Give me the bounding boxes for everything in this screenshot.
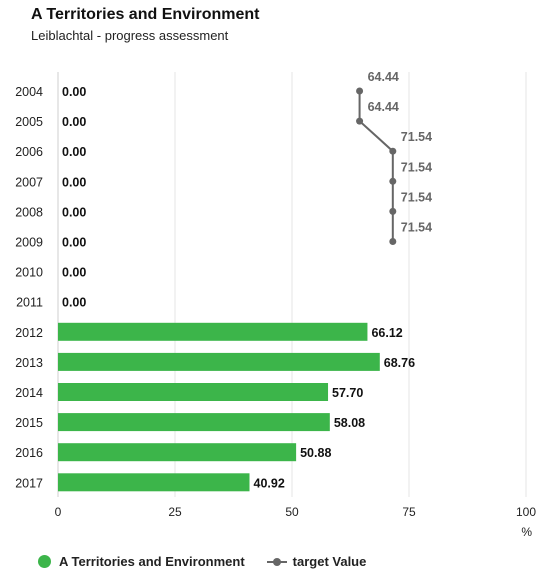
target-value-label: 64.44 — [368, 100, 399, 114]
y-tick-label: 2006 — [15, 145, 43, 159]
target-point — [356, 87, 364, 95]
bar-value-label: 0.00 — [62, 175, 86, 189]
target-point — [356, 117, 364, 125]
bar — [58, 383, 329, 401]
chart-title: A Territories and Environment — [31, 6, 260, 23]
target-point — [389, 238, 397, 245]
legend: A Territories and Environment target Val… — [38, 554, 388, 569]
legend-swatch-target — [266, 555, 287, 568]
y-tick-label: 2016 — [15, 446, 43, 460]
bar-value-label: 0.00 — [62, 115, 86, 129]
x-tick-label: 50 — [285, 505, 299, 519]
bar-value-label: 0.00 — [62, 205, 86, 219]
legend-label-bars: A Territories and Environment — [59, 554, 245, 569]
bar — [58, 473, 250, 492]
bar-value-label: 40.92 — [254, 476, 285, 490]
target-value-label: 71.54 — [401, 160, 432, 174]
bar-value-label: 68.76 — [384, 356, 415, 370]
bar — [58, 322, 368, 341]
legend-label-target: target Value — [292, 554, 367, 569]
y-tick-label: 2014 — [15, 386, 43, 400]
y-tick-label: 2011 — [16, 296, 43, 310]
y-tick-label: 2012 — [15, 326, 43, 340]
x-tick-label: 100 — [516, 505, 536, 519]
bar-chart: 0 25 50 75 100% 2004 0.00 2005 0.00 2006 0.00 2007 0… — [15, 70, 536, 539]
y-tick-label: 2008 — [15, 205, 43, 219]
y-tick-label: 2007 — [15, 175, 43, 189]
chart-subtitle: Leiblachtal - progress assessment — [31, 28, 229, 43]
target-value-label: 71.54 — [401, 130, 432, 144]
y-tick-label: 2013 — [15, 356, 43, 370]
bar-value-label: 0.00 — [62, 266, 86, 280]
x-tick-label: 0 — [55, 505, 62, 519]
bar-value-label: 66.12 — [371, 326, 402, 340]
target-value-label: 64.44 — [368, 70, 399, 84]
y-tick-label: 2017 — [15, 476, 43, 490]
bar — [58, 413, 330, 432]
bar-value-label: 0.00 — [62, 85, 86, 99]
target-point — [389, 207, 397, 215]
x-axis-unit: % — [521, 525, 532, 539]
y-tick-label: 2009 — [15, 236, 43, 250]
target-point — [389, 177, 397, 185]
target-point — [389, 147, 397, 155]
bar-value-label: 58.08 — [334, 416, 365, 430]
bar-value-label: 0.00 — [62, 236, 86, 250]
bar — [58, 443, 297, 462]
legend-item-bars[interactable]: A Territories and Environment — [38, 554, 245, 569]
legend-item-target[interactable]: target Value — [266, 554, 367, 569]
y-tick-label: 2010 — [15, 266, 43, 280]
y-tick-label: 2015 — [15, 416, 43, 430]
target-line — [358, 91, 394, 242]
bar-value-label: 0.00 — [62, 145, 86, 159]
legend-swatch-bars — [38, 555, 51, 568]
target-value-label: 71.54 — [401, 221, 432, 235]
y-tick-label: 2005 — [15, 115, 43, 129]
y-tick-label: 2004 — [15, 85, 43, 99]
x-tick-label: 25 — [168, 505, 182, 519]
bar-value-label: 50.88 — [300, 446, 331, 460]
bar-value-label: 0.00 — [62, 296, 86, 310]
target-value-label: 71.54 — [401, 190, 432, 204]
x-tick-label: 75 — [402, 505, 416, 519]
bar — [58, 352, 380, 371]
bar-value-label: 57.70 — [332, 386, 363, 400]
